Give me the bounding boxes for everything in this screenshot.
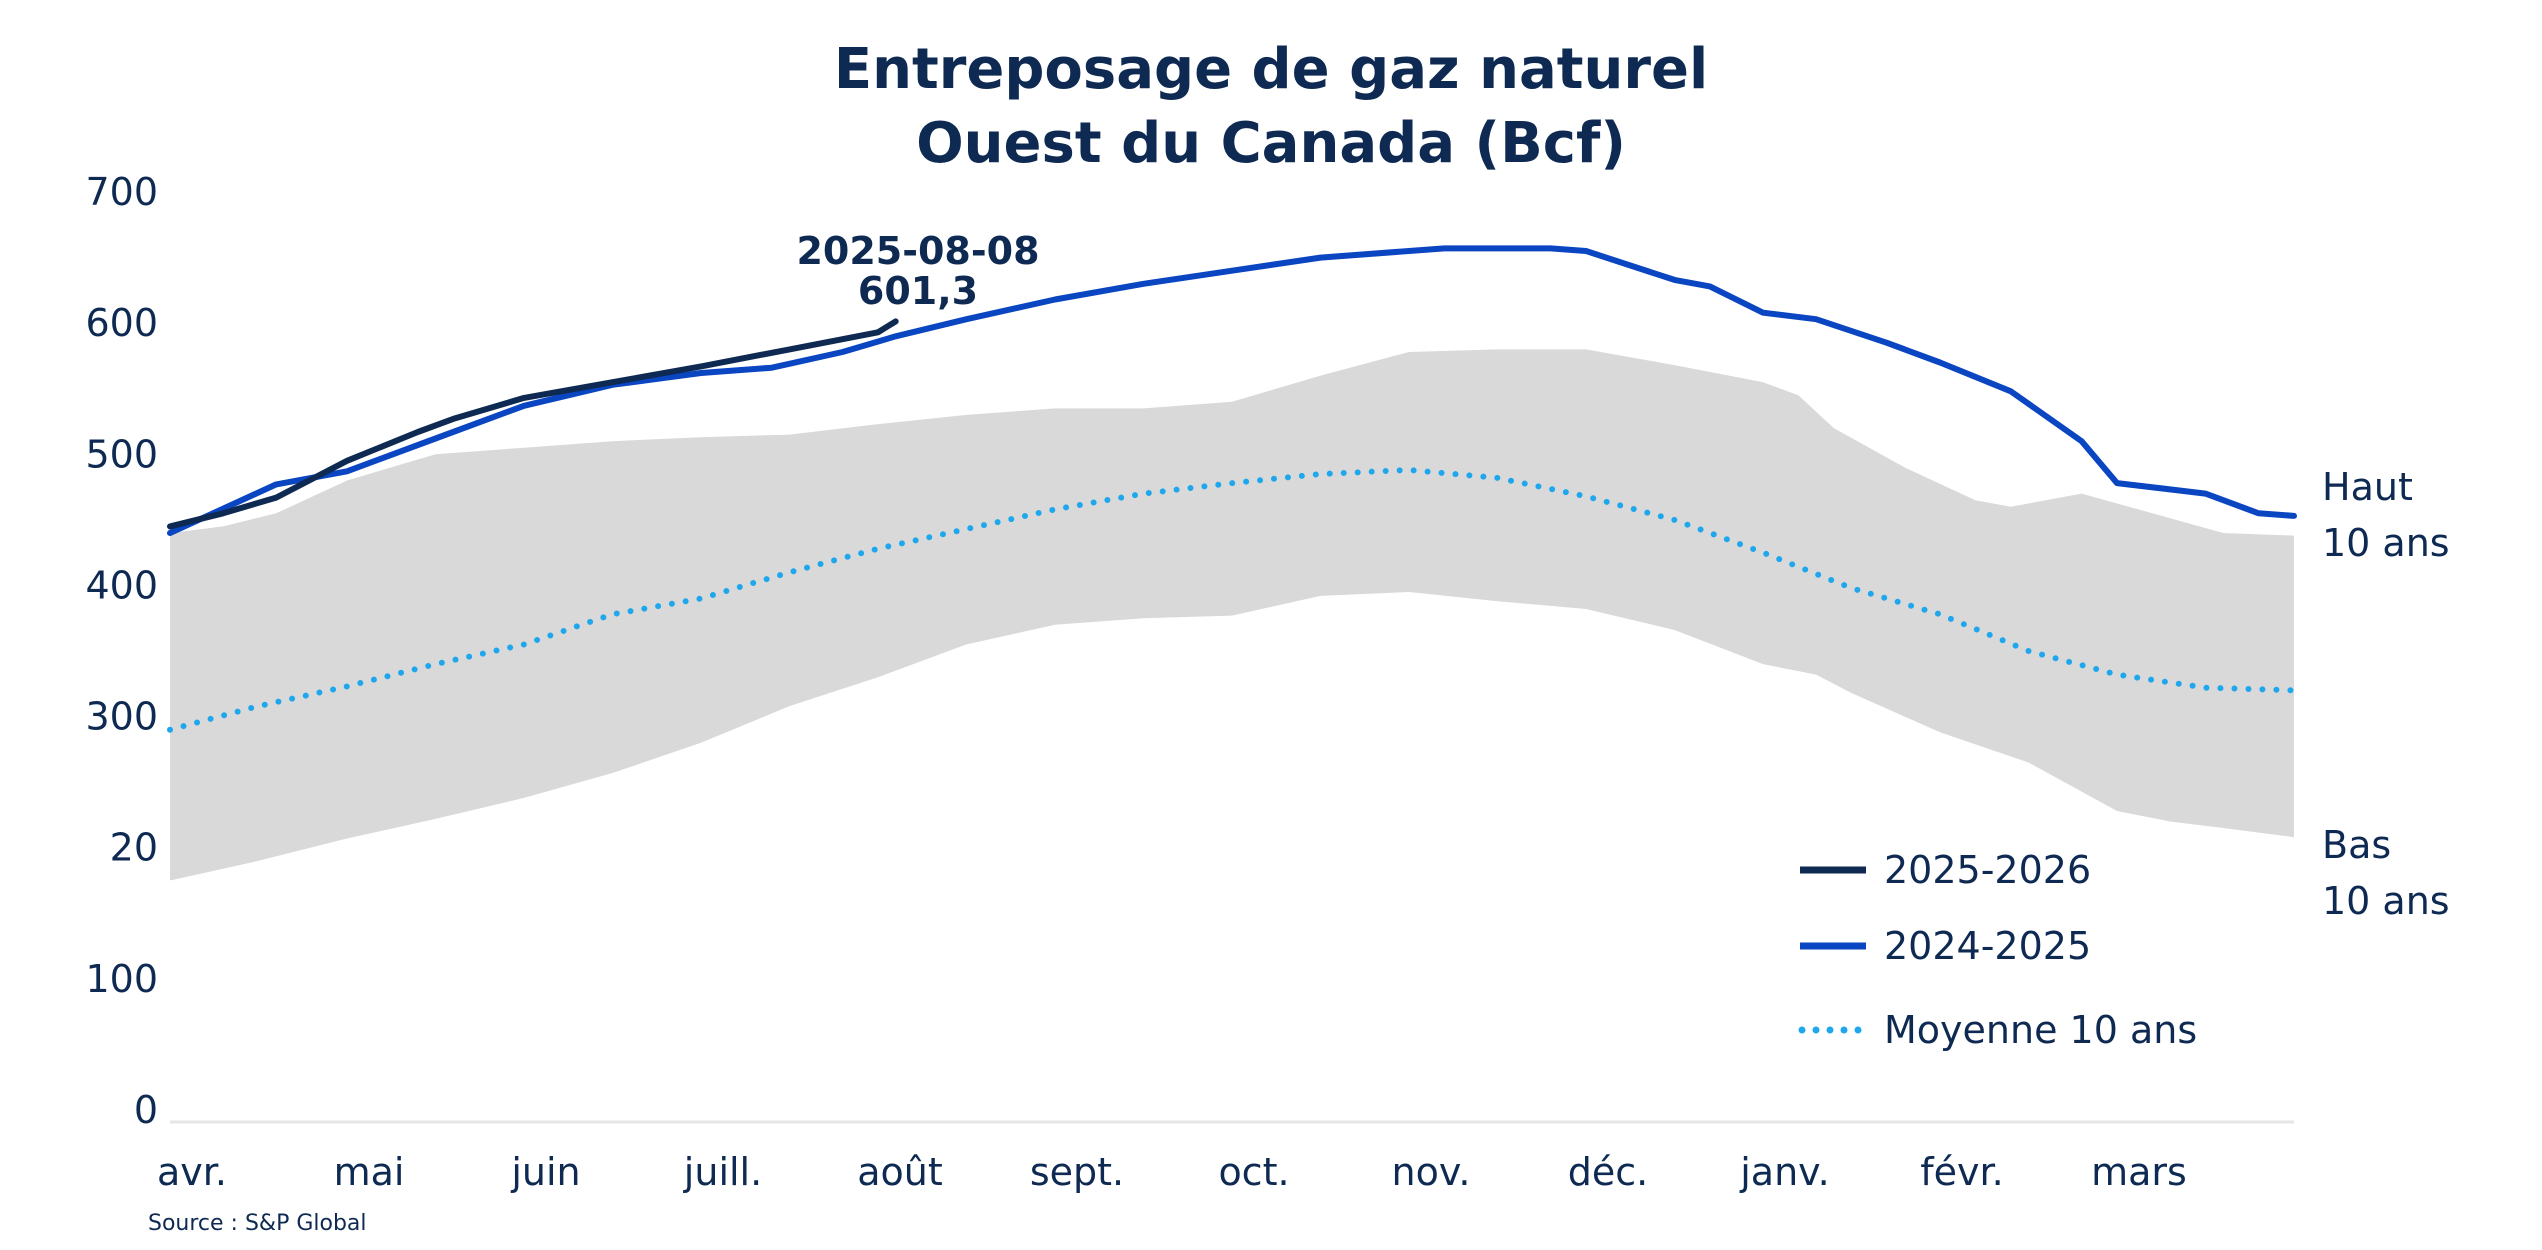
- x-tick-mars: mars: [2091, 1150, 2187, 1194]
- y-tick-100: 100: [85, 957, 158, 1001]
- series-lines-layer: [167, 245, 2297, 733]
- band-high-label-line2: 10 ans: [2322, 521, 2450, 565]
- band-low-label-line2: 10 ans: [2322, 879, 2450, 923]
- chart-title-line1: Entreposage de gaz naturel: [834, 37, 1708, 102]
- annotation-value: 601,3: [858, 269, 978, 313]
- source-note: Source : S&P Global: [148, 1211, 367, 1236]
- y-tick-0: 0: [134, 1088, 158, 1132]
- chart-title-line2: Ouest du Canada (Bcf): [916, 111, 1626, 176]
- y-tick-600: 600: [85, 301, 158, 345]
- x-tick-juin: juin: [510, 1150, 580, 1194]
- series-line-moyenne-10-ans: [167, 467, 2297, 733]
- x-tick-ao-t: août: [857, 1150, 943, 1194]
- legend: 2025-2026 2024-2025 Moyenne 10 ans: [1798, 848, 2197, 1052]
- x-tick-avr: avr.: [157, 1150, 227, 1194]
- y-tick-500: 500: [85, 432, 158, 476]
- x-axis-ticks: avr. mai juin juill. août sept. oct. nov. déc. ja…: [157, 1150, 2187, 1194]
- band-low-label-line1: Bas: [2322, 823, 2391, 867]
- annotation-date: 2025-08-08: [796, 229, 1039, 273]
- x-tick-d-c: déc.: [1568, 1150, 1648, 1194]
- y-tick-300: 300: [85, 695, 158, 739]
- series-line-2025-2026: [167, 318, 899, 530]
- x-tick-mai: mai: [334, 1150, 405, 1194]
- y-tick-400: 400: [85, 563, 158, 607]
- x-tick-juill: juill.: [683, 1150, 762, 1194]
- ten-year-range-band: [170, 349, 2294, 881]
- x-tick-janv: janv.: [1739, 1150, 1830, 1194]
- y-tick-700: 700: [85, 170, 158, 214]
- y-axis-ticks: 700 600 500 400 300 20 100 0: [85, 170, 158, 1132]
- x-tick-f-vr: févr.: [1920, 1150, 2003, 1194]
- legend-label-2025-2026: 2025-2026: [1884, 848, 2091, 892]
- x-tick-sept: sept.: [1030, 1150, 1124, 1194]
- ten-year-range-band-layer: [170, 349, 2294, 881]
- y-tick-200: 20: [110, 826, 158, 870]
- x-tick-oct: oct.: [1218, 1150, 1289, 1194]
- legend-label-moyenne-10-ans: Moyenne 10 ans: [1884, 1008, 2197, 1052]
- legend-label-2024-2025: 2024-2025: [1884, 924, 2091, 968]
- band-high-label-line1: Haut: [2322, 465, 2413, 509]
- x-tick-nov: nov.: [1392, 1150, 1471, 1194]
